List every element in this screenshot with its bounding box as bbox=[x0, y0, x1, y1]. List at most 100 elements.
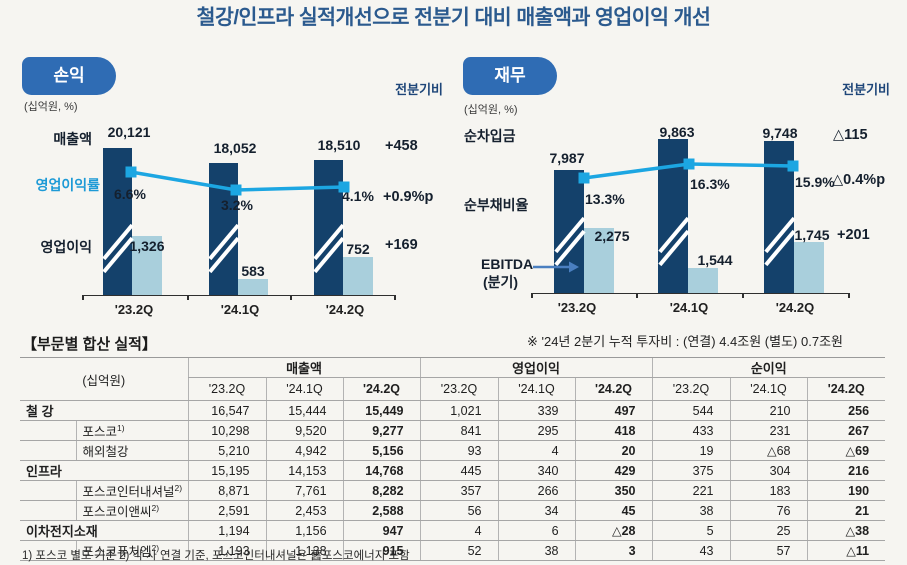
table-cell: 19 bbox=[651, 440, 731, 461]
fin-ebitda-bar bbox=[794, 242, 824, 294]
table-cell: △68 bbox=[729, 440, 808, 461]
axis-tick bbox=[531, 293, 533, 298]
table-cell: 34 bbox=[497, 500, 576, 521]
investment-note: ※ '24년 2분기 누적 투자비 : (연결) 4.4조원 (별도) 0.7조… bbox=[526, 334, 843, 349]
table-cell: 266 bbox=[497, 480, 576, 501]
ebitda-arrow-head bbox=[569, 261, 579, 273]
fin-category-label: '24.1Q bbox=[669, 300, 709, 315]
table-cell: 5,210 bbox=[187, 440, 267, 461]
fin-unit-label: (십억원, %) bbox=[464, 104, 518, 116]
table-cell: 183 bbox=[729, 480, 808, 501]
fin-ebitda-value: 1,544 bbox=[697, 252, 733, 268]
quarter-header: '24.1Q bbox=[729, 377, 808, 401]
fin-debt-value: 7,987 bbox=[549, 150, 585, 166]
table-cell: 418 bbox=[574, 420, 653, 441]
table-cell: 375 bbox=[651, 460, 731, 481]
axis-tick bbox=[82, 295, 84, 300]
segment-table-body: 철 강 16,547 15,444 15,449 1,021 339 497 544 210 25… bbox=[20, 400, 886, 561]
fin-debt-value: 9,748 bbox=[762, 125, 798, 141]
table-row: 포스코인터내셔널2) 8,871 7,761 8,282 357 266 350 221 183… bbox=[20, 480, 886, 501]
table-row: 포스코이앤씨2) 2,591 2,453 2,588 56 34 45 38 76 21 bbox=[20, 500, 886, 521]
quarter-header: '23.2Q bbox=[651, 377, 731, 401]
row-indent-cell bbox=[20, 540, 76, 561]
fin-x-axis bbox=[531, 293, 849, 294]
segment-table-title: 【부문별 합산 실적】 bbox=[22, 336, 157, 353]
fin-badge: 재무 bbox=[463, 57, 557, 95]
pl-margin-value: 6.6% bbox=[114, 186, 146, 202]
table-row: 포스코퓨처엠2) 1,193 1,138 915 52 38 3 43 57 △11 bbox=[20, 540, 886, 561]
fin-ebitda-bar bbox=[688, 268, 718, 294]
axis-tick bbox=[636, 293, 638, 298]
table-cell: △38 bbox=[806, 520, 886, 541]
fin-ebitda-value: 1,745 bbox=[794, 227, 830, 243]
pl-qoq-label: 전분기비 bbox=[395, 82, 443, 97]
fin-ebitda-sublabel: (분기) bbox=[483, 274, 519, 290]
row-label: 인프라 bbox=[20, 460, 189, 481]
fin-ebitda-value: 2,275 bbox=[594, 228, 630, 244]
table-cell: 5 bbox=[651, 520, 731, 541]
line-marker bbox=[787, 160, 799, 172]
table-cell: 8,282 bbox=[342, 480, 421, 501]
row-indent-cell bbox=[20, 440, 76, 461]
table-row: 철 강 16,547 15,444 15,449 1,021 339 497 544 210 25… bbox=[20, 400, 886, 421]
table-cell: 2,588 bbox=[342, 500, 421, 521]
footnote-ref: 2) bbox=[151, 502, 160, 513]
row-indent-cell bbox=[20, 480, 76, 501]
row-label: 철 강 bbox=[20, 400, 189, 421]
row-label-text: 포스코인터내셔널 bbox=[82, 485, 175, 499]
line-marker bbox=[125, 166, 137, 178]
table-unit-label: (십억원) bbox=[20, 357, 189, 401]
pl-revenue-delta: +458 bbox=[385, 138, 418, 154]
table-cell: 231 bbox=[729, 420, 808, 441]
chart-lines-overlay bbox=[125, 158, 799, 273]
table-cell: 10,298 bbox=[187, 420, 267, 441]
pl-margin-value: 4.1% bbox=[342, 188, 374, 204]
footnote-ref: 1) bbox=[117, 422, 125, 433]
pl-revenue-value: 20,121 bbox=[107, 124, 151, 140]
row-indent-cell bbox=[20, 500, 76, 521]
table-cell: 2,453 bbox=[265, 500, 344, 521]
quarter-header: '24.1Q bbox=[497, 377, 576, 401]
fin-ratio-value: 15.9% bbox=[795, 174, 835, 190]
slide-title: 철강/인프라 실적개선으로 전분기 대비 매출액과 영업이익 개선 bbox=[196, 6, 711, 29]
table-cell: 56 bbox=[419, 500, 499, 521]
pl-category-label: '24.2Q bbox=[325, 302, 365, 317]
table-cell: 357 bbox=[419, 480, 499, 501]
pl-badge: 손익 bbox=[22, 57, 116, 95]
table-cell: 9,520 bbox=[265, 420, 344, 441]
table-cell: 221 bbox=[651, 480, 731, 501]
table-cell: 339 bbox=[497, 400, 576, 421]
table-cell: 429 bbox=[574, 460, 653, 481]
row-label: 포스코1) bbox=[75, 420, 189, 441]
line-marker bbox=[578, 172, 590, 184]
table-cell: 15,444 bbox=[265, 400, 344, 421]
row-label: 해외철강 bbox=[75, 440, 189, 461]
table-cell: 304 bbox=[729, 460, 808, 481]
table-cell: 1,138 bbox=[265, 540, 344, 561]
pl-category-label: '24.1Q bbox=[220, 302, 260, 317]
table-header-groups: (십억원) 매출액 영업이익 순이익 bbox=[20, 357, 886, 401]
quarter-header: '24.2Q bbox=[574, 377, 653, 401]
quarter-header: '24.2Q bbox=[806, 377, 886, 401]
table-cell: 4 bbox=[497, 440, 576, 461]
table-cell: 25 bbox=[729, 520, 808, 541]
table-cell: 3 bbox=[574, 540, 653, 561]
quarter-header: '23.2Q bbox=[187, 377, 267, 401]
table-cell: 43 bbox=[651, 540, 731, 561]
pl-profit-value: 1,326 bbox=[129, 238, 165, 254]
table-row: 인프라 15,195 14,153 14,768 445 340 429 375 304 216 bbox=[20, 460, 886, 481]
table-cell: 45 bbox=[574, 500, 653, 521]
table-footnote: 1) 포스코 별도 기준 2) 각 사 연결 기준, 포스코인터내셔널은 舊포스… bbox=[22, 550, 410, 562]
row-label: 포스코퓨처엠2) bbox=[75, 540, 189, 561]
table-cell: 267 bbox=[806, 420, 886, 441]
table-cell: 15,449 bbox=[342, 400, 421, 421]
table-cell: 38 bbox=[497, 540, 576, 561]
table-cell: 21 bbox=[806, 500, 886, 521]
pl-category-label: '23.2Q bbox=[114, 302, 154, 317]
table-cell: 1,193 bbox=[187, 540, 267, 561]
table-cell: 38 bbox=[651, 500, 731, 521]
table-cell: 216 bbox=[806, 460, 886, 481]
row-label-text: 포스코 bbox=[82, 425, 118, 439]
pl-unit-label: (십억원, %) bbox=[24, 101, 78, 113]
table-cell: 433 bbox=[651, 420, 731, 441]
